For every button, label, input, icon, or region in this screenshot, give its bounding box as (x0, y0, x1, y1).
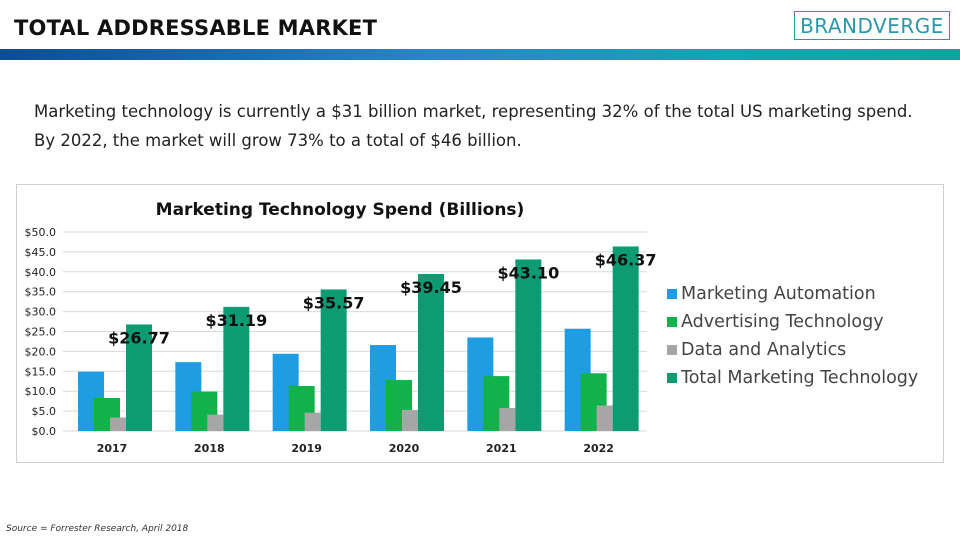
y-tick-label: $50.0 (25, 226, 57, 239)
marketing-spend-chart: Marketing Technology Spend (Billions) $0… (25, 200, 919, 455)
chart-frame: Marketing Technology Spend (Billions) $0… (16, 184, 944, 463)
y-tick-label: $15.0 (25, 365, 57, 378)
y-tick-label: $20.0 (25, 345, 57, 358)
bar-total-marketing-technology-2020 (418, 273, 444, 431)
x-tick-label: 2020 (389, 442, 420, 455)
summary-text: Marketing technology is currently a $31 … (34, 102, 913, 150)
y-tick-label: $40.0 (25, 266, 57, 279)
page-title: TOTAL ADDRESSABLE MARKET (14, 16, 378, 40)
bar-total-marketing-technology-2018 (223, 306, 250, 431)
legend-swatch-marketing-automation (667, 289, 677, 299)
legend: Marketing Automation Advertising Technolo… (667, 284, 918, 388)
source-note: Source = Forrester Research, April 2018 (6, 524, 189, 534)
legend-label-marketing-automation: Marketing Automation (681, 284, 876, 304)
legend-swatch-advertising-technology (667, 317, 677, 327)
chart-title: Marketing Technology Spend (Billions) (156, 200, 525, 220)
legend-label-data-and-analytics: Data and Analytics (681, 340, 846, 360)
x-tick-label: 2018 (194, 442, 225, 455)
data-label-total-2021: $43.10 (497, 263, 559, 282)
y-axis-ticks: $0.0 $5.0 $10.0 $15.0 $20.0 $25.0 $30.0 $35.0 $4… (25, 226, 57, 438)
x-tick-label: 2022 (583, 442, 614, 455)
y-tick-label: $5.0 (32, 405, 57, 418)
bar-data-and-analytics-2018 (207, 414, 224, 431)
bars (78, 246, 639, 431)
data-label-total-2020: $39.45 (400, 278, 462, 297)
data-label-total-2017: $26.77 (108, 328, 170, 347)
y-tick-label: $25.0 (25, 326, 57, 339)
legend-label-total-marketing-technology: Total Marketing Technology (680, 368, 918, 388)
bar-total-marketing-technology-2019 (320, 289, 347, 431)
x-tick-label: 2019 (291, 442, 322, 455)
brandverge-logo: BRANDVERGE (794, 11, 950, 40)
legend-label-advertising-technology: Advertising Technology (681, 312, 884, 332)
bar-data-and-analytics-2020 (402, 409, 418, 431)
x-tick-label: 2021 (486, 442, 517, 455)
y-tick-label: $30.0 (25, 306, 57, 319)
y-tick-label: $10.0 (25, 385, 57, 398)
legend-swatch-total-marketing-technology (667, 373, 677, 383)
bar-total-marketing-technology-2022 (612, 246, 639, 431)
bar-data-and-analytics-2019 (304, 412, 321, 431)
bar-total-marketing-technology-2017 (126, 324, 152, 431)
data-label-total-2019: $35.57 (303, 293, 365, 312)
gridlines (63, 231, 647, 432)
bar-data-and-analytics-2017 (110, 417, 126, 431)
data-labels: $26.77 $31.19 $35.57 $39.45 $43.10 $46.37 (108, 250, 656, 347)
legend-swatch-data-and-analytics (667, 345, 677, 355)
data-label-total-2022: $46.37 (595, 250, 657, 269)
y-tick-label: $45.0 (25, 246, 57, 259)
bar-total-marketing-technology-2021 (515, 259, 542, 431)
y-tick-label: $0.0 (32, 425, 57, 438)
bar-data-and-analytics-2022 (596, 405, 613, 431)
x-axis-ticks: 2017 2018 2019 2020 2021 2022 (97, 442, 614, 455)
data-label-total-2018: $31.19 (205, 311, 267, 330)
bar-data-and-analytics-2021 (499, 407, 516, 431)
header-accent-bar (0, 49, 960, 60)
y-tick-label: $35.0 (25, 286, 57, 299)
x-tick-label: 2017 (97, 442, 128, 455)
